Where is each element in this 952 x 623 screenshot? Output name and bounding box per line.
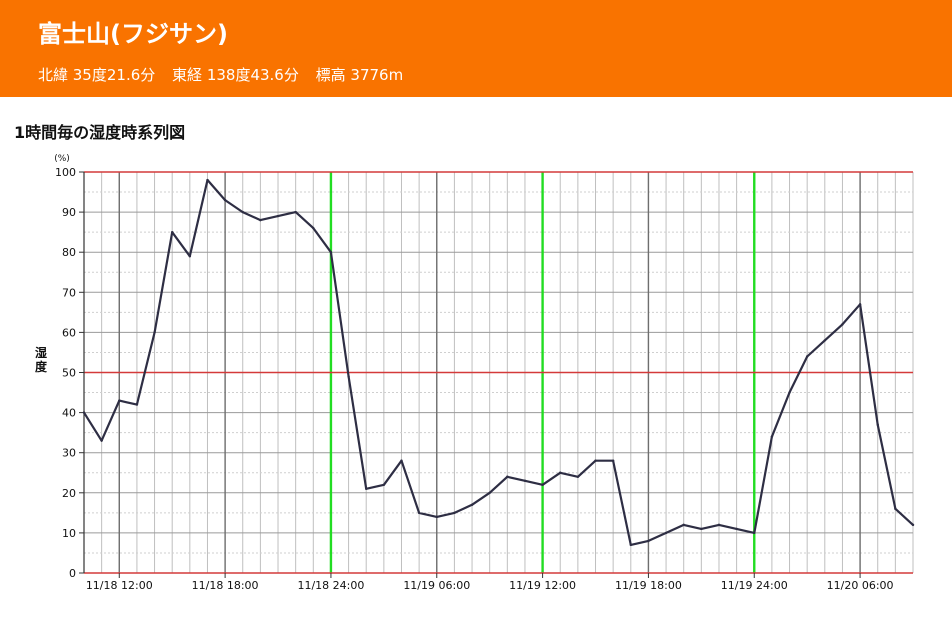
humidity-point (276, 214, 280, 218)
x-tick-label: 11/19 06:00 (403, 579, 470, 592)
humidity-point (153, 331, 156, 334)
humidity-point (259, 218, 262, 222)
y-tick-label: 20 (62, 487, 76, 500)
latitude-text: 北緯 35度21.6分 (38, 66, 156, 84)
humidity-point (788, 391, 791, 394)
chart-title: 1時間毎の湿度時系列図 (14, 123, 186, 142)
humidity-point (823, 339, 827, 342)
humidity-point (417, 511, 421, 515)
longitude-text: 東経 138度43.6分 (172, 66, 299, 84)
y-tick-label: 50 (62, 367, 76, 380)
y-tick-label: 80 (62, 246, 76, 259)
x-tick-label: 11/18 18:00 (192, 579, 259, 592)
humidity-point (611, 459, 615, 462)
humidity-point (523, 479, 527, 482)
y-tick-label: 90 (62, 206, 76, 219)
humidity-point (188, 255, 192, 258)
humidity-point (594, 459, 597, 462)
header-banner: 富士山(フジサン) 北緯 35度21.6分 東経 138度43.6分 標高 37… (0, 0, 952, 97)
humidity-point (329, 251, 333, 254)
x-tick-label: 11/19 12:00 (509, 579, 576, 592)
humidity-point (435, 515, 438, 519)
y-tick-label: 10 (62, 527, 76, 540)
humidity-point (347, 375, 350, 378)
humidity-point (753, 531, 756, 535)
humidity-point (365, 487, 368, 490)
humidity-point (541, 483, 544, 486)
y-tick-label: 0 (69, 567, 76, 580)
y-tick-label: 30 (62, 447, 76, 460)
y-unit-label: (%) (54, 154, 70, 164)
y-axis-label: 度 (35, 359, 48, 374)
humidity-point (241, 210, 244, 214)
humidity-point (294, 210, 297, 214)
chart-labels: 0 10 20 30 40 50 60 70 80 90 100 11/18 12:00 11/18 1… (35, 154, 894, 592)
y-tick-label: 40 (62, 407, 76, 420)
humidity-point (559, 471, 562, 474)
x-tick-label: 11/18 12:00 (86, 579, 153, 592)
humidity-point (735, 527, 738, 531)
humidity-point (506, 475, 509, 478)
humidity-point (805, 355, 809, 358)
x-tick-label: 11/18 24:00 (297, 579, 364, 592)
humidity-point (488, 491, 491, 494)
x-tick-label: 11/19 18:00 (615, 579, 682, 592)
humidity-point (170, 230, 174, 234)
humidity-point (664, 531, 668, 535)
humidity-line (82, 178, 915, 547)
humidity-point (453, 511, 456, 515)
humidity-point (647, 539, 650, 543)
humidity-point (717, 523, 721, 527)
humidity-point (100, 439, 103, 442)
station-coordinates: 北緯 35度21.6分 東経 138度43.6分 標高 3776m (38, 64, 415, 85)
y-tick-label: 100 (55, 166, 76, 179)
humidity-point (223, 198, 227, 202)
humidity-point (576, 475, 580, 478)
humidity-point (629, 543, 632, 547)
elevation-text: 標高 3776m (315, 66, 404, 84)
x-tick-label: 11/19 24:00 (721, 579, 788, 592)
humidity-point (894, 507, 897, 511)
humidity-series (82, 178, 915, 547)
y-axis-label: 湿 (35, 345, 47, 360)
humidity-point (470, 503, 474, 507)
humidity-point (876, 423, 879, 426)
humidity-point (82, 411, 86, 414)
station-title: 富士山(フジサン) (38, 20, 228, 48)
humidity-point (400, 459, 403, 462)
humidity-point (682, 523, 685, 527)
humidity-point (911, 523, 915, 527)
humidity-point (770, 435, 774, 438)
y-tick-label: 60 (62, 326, 76, 339)
y-tick-label: 70 (62, 286, 76, 299)
humidity-point (858, 303, 862, 306)
humidity-point (382, 483, 386, 486)
humidity-point (206, 178, 209, 182)
chart-frame (79, 171, 913, 578)
humidity-point (700, 527, 703, 531)
humidity-point (312, 226, 315, 230)
humidity-point (841, 323, 844, 326)
x-tick-label: 11/20 06:00 (827, 579, 894, 592)
humidity-point (135, 403, 139, 406)
humidity-point (118, 399, 121, 402)
